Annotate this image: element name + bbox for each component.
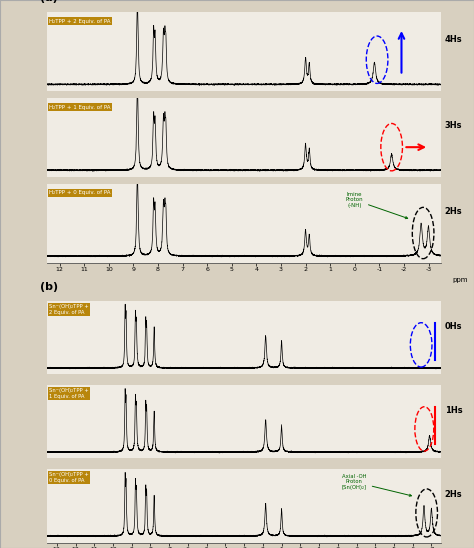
- Text: H₂TPP + 2 Equiv. of PA: H₂TPP + 2 Equiv. of PA: [49, 19, 111, 24]
- Text: 1Hs: 1Hs: [445, 406, 462, 415]
- Text: 2Hs: 2Hs: [445, 490, 462, 499]
- Text: H₂TPP + 0 Equiv. of PA: H₂TPP + 0 Equiv. of PA: [49, 190, 111, 196]
- Text: H₂TPP + 1 Equiv. of PA: H₂TPP + 1 Equiv. of PA: [49, 105, 111, 110]
- Text: Snᴵᵛ(OH)₂TPP +
2 Equiv. of PA: Snᴵᵛ(OH)₂TPP + 2 Equiv. of PA: [49, 304, 89, 315]
- Text: ppm: ppm: [453, 277, 468, 283]
- Text: (b): (b): [39, 282, 58, 292]
- Text: (a): (a): [39, 0, 57, 3]
- Text: 3Hs: 3Hs: [445, 121, 462, 130]
- Text: 2Hs: 2Hs: [445, 207, 462, 216]
- Text: Snᴵᵛ(OH)₂TPP +
1 Equiv. of PA: Snᴵᵛ(OH)₂TPP + 1 Equiv. of PA: [49, 388, 89, 399]
- Text: Imine
Proton
(-NH): Imine Proton (-NH): [346, 192, 408, 219]
- Text: 4Hs: 4Hs: [445, 36, 462, 44]
- Text: Snᴵᵛ(OH)₂TPP +
0 Equiv. of PA: Snᴵᵛ(OH)₂TPP + 0 Equiv. of PA: [49, 472, 89, 483]
- Text: 0Hs: 0Hs: [445, 322, 462, 331]
- Text: Axial -OH
Proton
[Sn(OH)₂]: Axial -OH Proton [Sn(OH)₂]: [342, 473, 411, 496]
